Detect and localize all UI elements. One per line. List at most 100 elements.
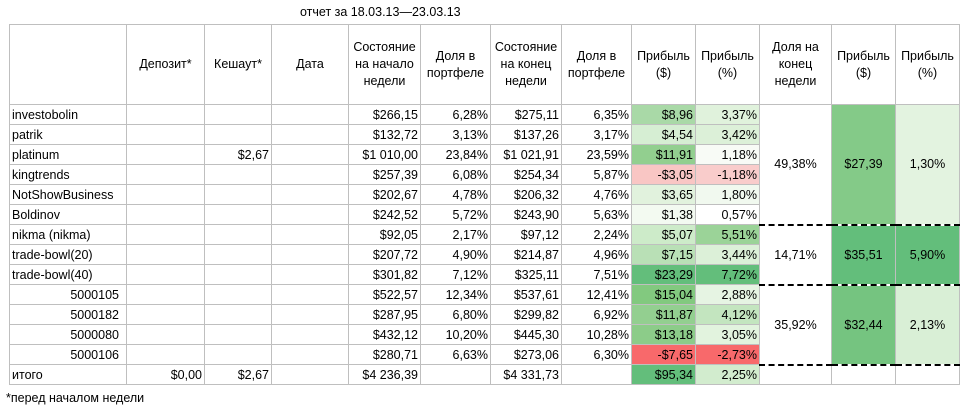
cashout-cell: $2,67	[204, 144, 272, 165]
account-name: trade-bowl(20)	[9, 244, 127, 265]
date-cell	[271, 324, 349, 345]
end-share-cell: 2,24%	[561, 224, 632, 245]
header-start-share: Доля в портфеле	[420, 24, 491, 105]
table-row: investobolin $266,15 6,28% $275,11 6,35% $8,9…	[9, 104, 960, 226]
end-balance-cell: $537,61	[490, 284, 562, 305]
end-balance-cell: $243,90	[490, 204, 562, 225]
end-share-cell: 6,92%	[561, 304, 632, 325]
deposit-cell	[126, 204, 205, 225]
profit-usd-cell: -$7,65	[631, 344, 696, 365]
date-cell	[271, 164, 349, 185]
end-share-cell: 5,63%	[561, 204, 632, 225]
profit-pct-cell: 3,42%	[695, 124, 760, 145]
profit-pct-cell: 3,44%	[695, 244, 760, 265]
end-balance-cell: $1 021,91	[490, 144, 562, 165]
end-balance-cell: $273,06	[490, 344, 562, 365]
total-start-share-cell	[420, 364, 491, 385]
group-profit-pct-cell: 2,13%	[895, 284, 960, 366]
date-cell	[271, 244, 349, 265]
profit-usd-cell: $13,18	[631, 324, 696, 345]
start-balance-cell: $301,82	[348, 264, 421, 285]
account-name: kingtrends	[9, 164, 127, 185]
group-profit-usd-cell: $32,44	[831, 284, 896, 366]
total-profit-usd-cell: $95,34	[631, 364, 696, 385]
profit-pct-cell: 1,80%	[695, 184, 760, 205]
deposit-cell	[126, 284, 205, 305]
start-share-cell: 23,84%	[420, 144, 491, 165]
deposit-cell	[126, 304, 205, 325]
profit-usd-cell: $5,07	[631, 224, 696, 245]
cashout-cell	[204, 224, 272, 245]
profit-usd-cell: $4,54	[631, 124, 696, 145]
deposit-cell	[126, 224, 205, 245]
cashout-cell	[204, 264, 272, 285]
end-share-cell: 12,41%	[561, 284, 632, 305]
end-balance-cell: $137,26	[490, 124, 562, 145]
date-cell	[271, 184, 349, 205]
profit-usd-cell: $11,91	[631, 144, 696, 165]
date-cell	[271, 144, 349, 165]
start-balance-cell: $432,12	[348, 324, 421, 345]
cashout-cell	[204, 204, 272, 225]
header-start-balance: Состояние на начало недели	[348, 24, 421, 105]
start-balance-cell: $207,72	[348, 244, 421, 265]
profit-usd-cell: $11,87	[631, 304, 696, 325]
group-profit-pct-cell: 1,30%	[895, 104, 960, 226]
group-share-cell: 35,92%	[759, 284, 832, 366]
account-name: 5000182	[9, 304, 127, 325]
cashout-cell	[204, 164, 272, 185]
start-share-cell: 6,08%	[420, 164, 491, 185]
total-date-cell	[271, 364, 349, 385]
account-name: NotShowBusiness	[9, 184, 127, 205]
total-deposit-cell: $0,00	[126, 364, 205, 385]
end-share-cell: 23,59%	[561, 144, 632, 165]
footnote: *перед началом недели	[6, 391, 145, 405]
start-share-cell: 6,28%	[420, 104, 491, 125]
start-balance-cell: $522,57	[348, 284, 421, 305]
profit-usd-cell: $15,04	[631, 284, 696, 305]
table-row: nikma (nikma) $92,05 2,17% $97,12 2,24% $5,07…	[9, 224, 960, 286]
group-profit-usd-cell: $35,51	[831, 224, 896, 286]
account-name: 5000105	[9, 284, 127, 305]
total-row: итого $0,00 $2,67 $4 236,39 $4 331,73 $95,34 2…	[9, 364, 960, 385]
date-cell	[271, 344, 349, 365]
group-profit-usd-cell: $27,39	[831, 104, 896, 226]
end-balance-cell: $299,82	[490, 304, 562, 325]
table-row: Boldinov $242,52 5,72% $243,90 5,63% $1,38 0,5…	[9, 204, 960, 225]
account-name: nikma (nikma)	[9, 224, 127, 245]
end-balance-cell: $214,87	[490, 244, 562, 265]
end-balance-cell: $445,30	[490, 324, 562, 345]
profit-pct-cell: -1,18%	[695, 164, 760, 185]
end-balance-cell: $97,12	[490, 224, 562, 245]
header-cashout: Кешаут*	[204, 24, 272, 105]
total-end-balance-cell: $4 331,73	[490, 364, 562, 385]
start-balance-cell: $242,52	[348, 204, 421, 225]
profit-pct-cell: 7,72%	[695, 264, 760, 285]
profit-pct-cell: 3,05%	[695, 324, 760, 345]
date-cell	[271, 124, 349, 145]
date-cell	[271, 284, 349, 305]
deposit-cell	[126, 164, 205, 185]
deposit-cell	[126, 344, 205, 365]
start-share-cell: 2,17%	[420, 224, 491, 245]
start-balance-cell: $266,15	[348, 104, 421, 125]
end-share-cell: 10,28%	[561, 324, 632, 345]
deposit-cell	[126, 144, 205, 165]
deposit-cell	[126, 184, 205, 205]
group-share-cell: 49,38%	[759, 104, 832, 226]
profit-pct-cell: 0,57%	[695, 204, 760, 225]
cashout-cell	[204, 304, 272, 325]
report-table: Депозит* Кешаут* Дата Состояние на начал…	[9, 24, 960, 389]
start-balance-cell: $1 010,00	[348, 144, 421, 165]
account-name: patrik	[9, 124, 127, 145]
profit-usd-cell: $7,15	[631, 244, 696, 265]
start-share-cell: 6,63%	[420, 344, 491, 365]
total-cashout-cell: $2,67	[204, 364, 272, 385]
group-share-cell: 14,71%	[759, 224, 832, 286]
date-cell	[271, 304, 349, 325]
account-name: 5000080	[9, 324, 127, 345]
total-start-balance-cell: $4 236,39	[348, 364, 421, 385]
cashout-cell	[204, 284, 272, 305]
cashout-cell	[204, 124, 272, 145]
start-share-cell: 12,34%	[420, 284, 491, 305]
